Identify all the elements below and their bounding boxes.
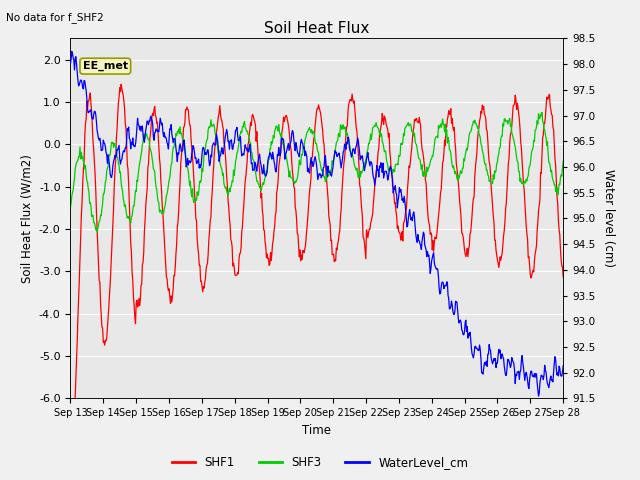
Y-axis label: Soil Heat Flux (W/m2): Soil Heat Flux (W/m2) bbox=[20, 154, 33, 283]
Legend: SHF1, SHF3, WaterLevel_cm: SHF1, SHF3, WaterLevel_cm bbox=[167, 452, 473, 474]
Text: No data for f_SHF2: No data for f_SHF2 bbox=[6, 12, 104, 23]
Y-axis label: Water level (cm): Water level (cm) bbox=[602, 169, 615, 267]
Title: Soil Heat Flux: Soil Heat Flux bbox=[264, 21, 369, 36]
X-axis label: Time: Time bbox=[302, 424, 332, 437]
Text: EE_met: EE_met bbox=[83, 61, 128, 71]
